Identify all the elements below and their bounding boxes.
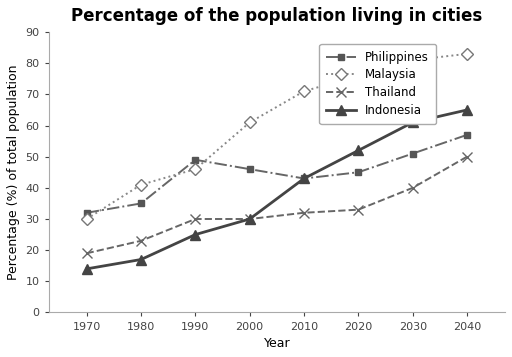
Malaysia [464,52,470,56]
Line: Thailand: Thailand [82,152,472,258]
Title: Percentage of the population living in cities: Percentage of the population living in c… [71,7,482,25]
Thailand [410,186,416,190]
Y-axis label: Percentage (%) of total population: Percentage (%) of total population [7,65,20,280]
Philippines [193,158,199,162]
Line: Malaysia: Malaysia [82,50,471,223]
Philippines [410,151,416,156]
Thailand [464,155,470,159]
Line: Indonesia: Indonesia [82,105,472,274]
Malaysia [83,217,90,221]
Line: Philippines: Philippines [83,131,471,216]
Malaysia [355,74,361,78]
Philippines [301,176,307,181]
Malaysia [301,89,307,94]
Philippines [464,133,470,137]
Indonesia [138,257,144,262]
Thailand [301,211,307,215]
Philippines [83,211,90,215]
Indonesia [410,120,416,125]
Thailand [83,251,90,255]
Philippines [247,167,253,171]
Indonesia [464,108,470,112]
Indonesia [83,267,90,271]
Thailand [193,217,199,221]
Philippines [355,170,361,175]
Indonesia [193,232,199,237]
Malaysia [247,120,253,125]
Thailand [247,217,253,221]
X-axis label: Year: Year [264,337,290,350]
Malaysia [193,167,199,171]
Indonesia [247,217,253,221]
Legend: Philippines, Malaysia, Thailand, Indonesia: Philippines, Malaysia, Thailand, Indones… [319,44,436,124]
Malaysia [138,182,144,187]
Philippines [138,201,144,206]
Thailand [138,239,144,243]
Indonesia [301,176,307,181]
Malaysia [410,58,416,62]
Thailand [355,207,361,212]
Indonesia [355,148,361,152]
